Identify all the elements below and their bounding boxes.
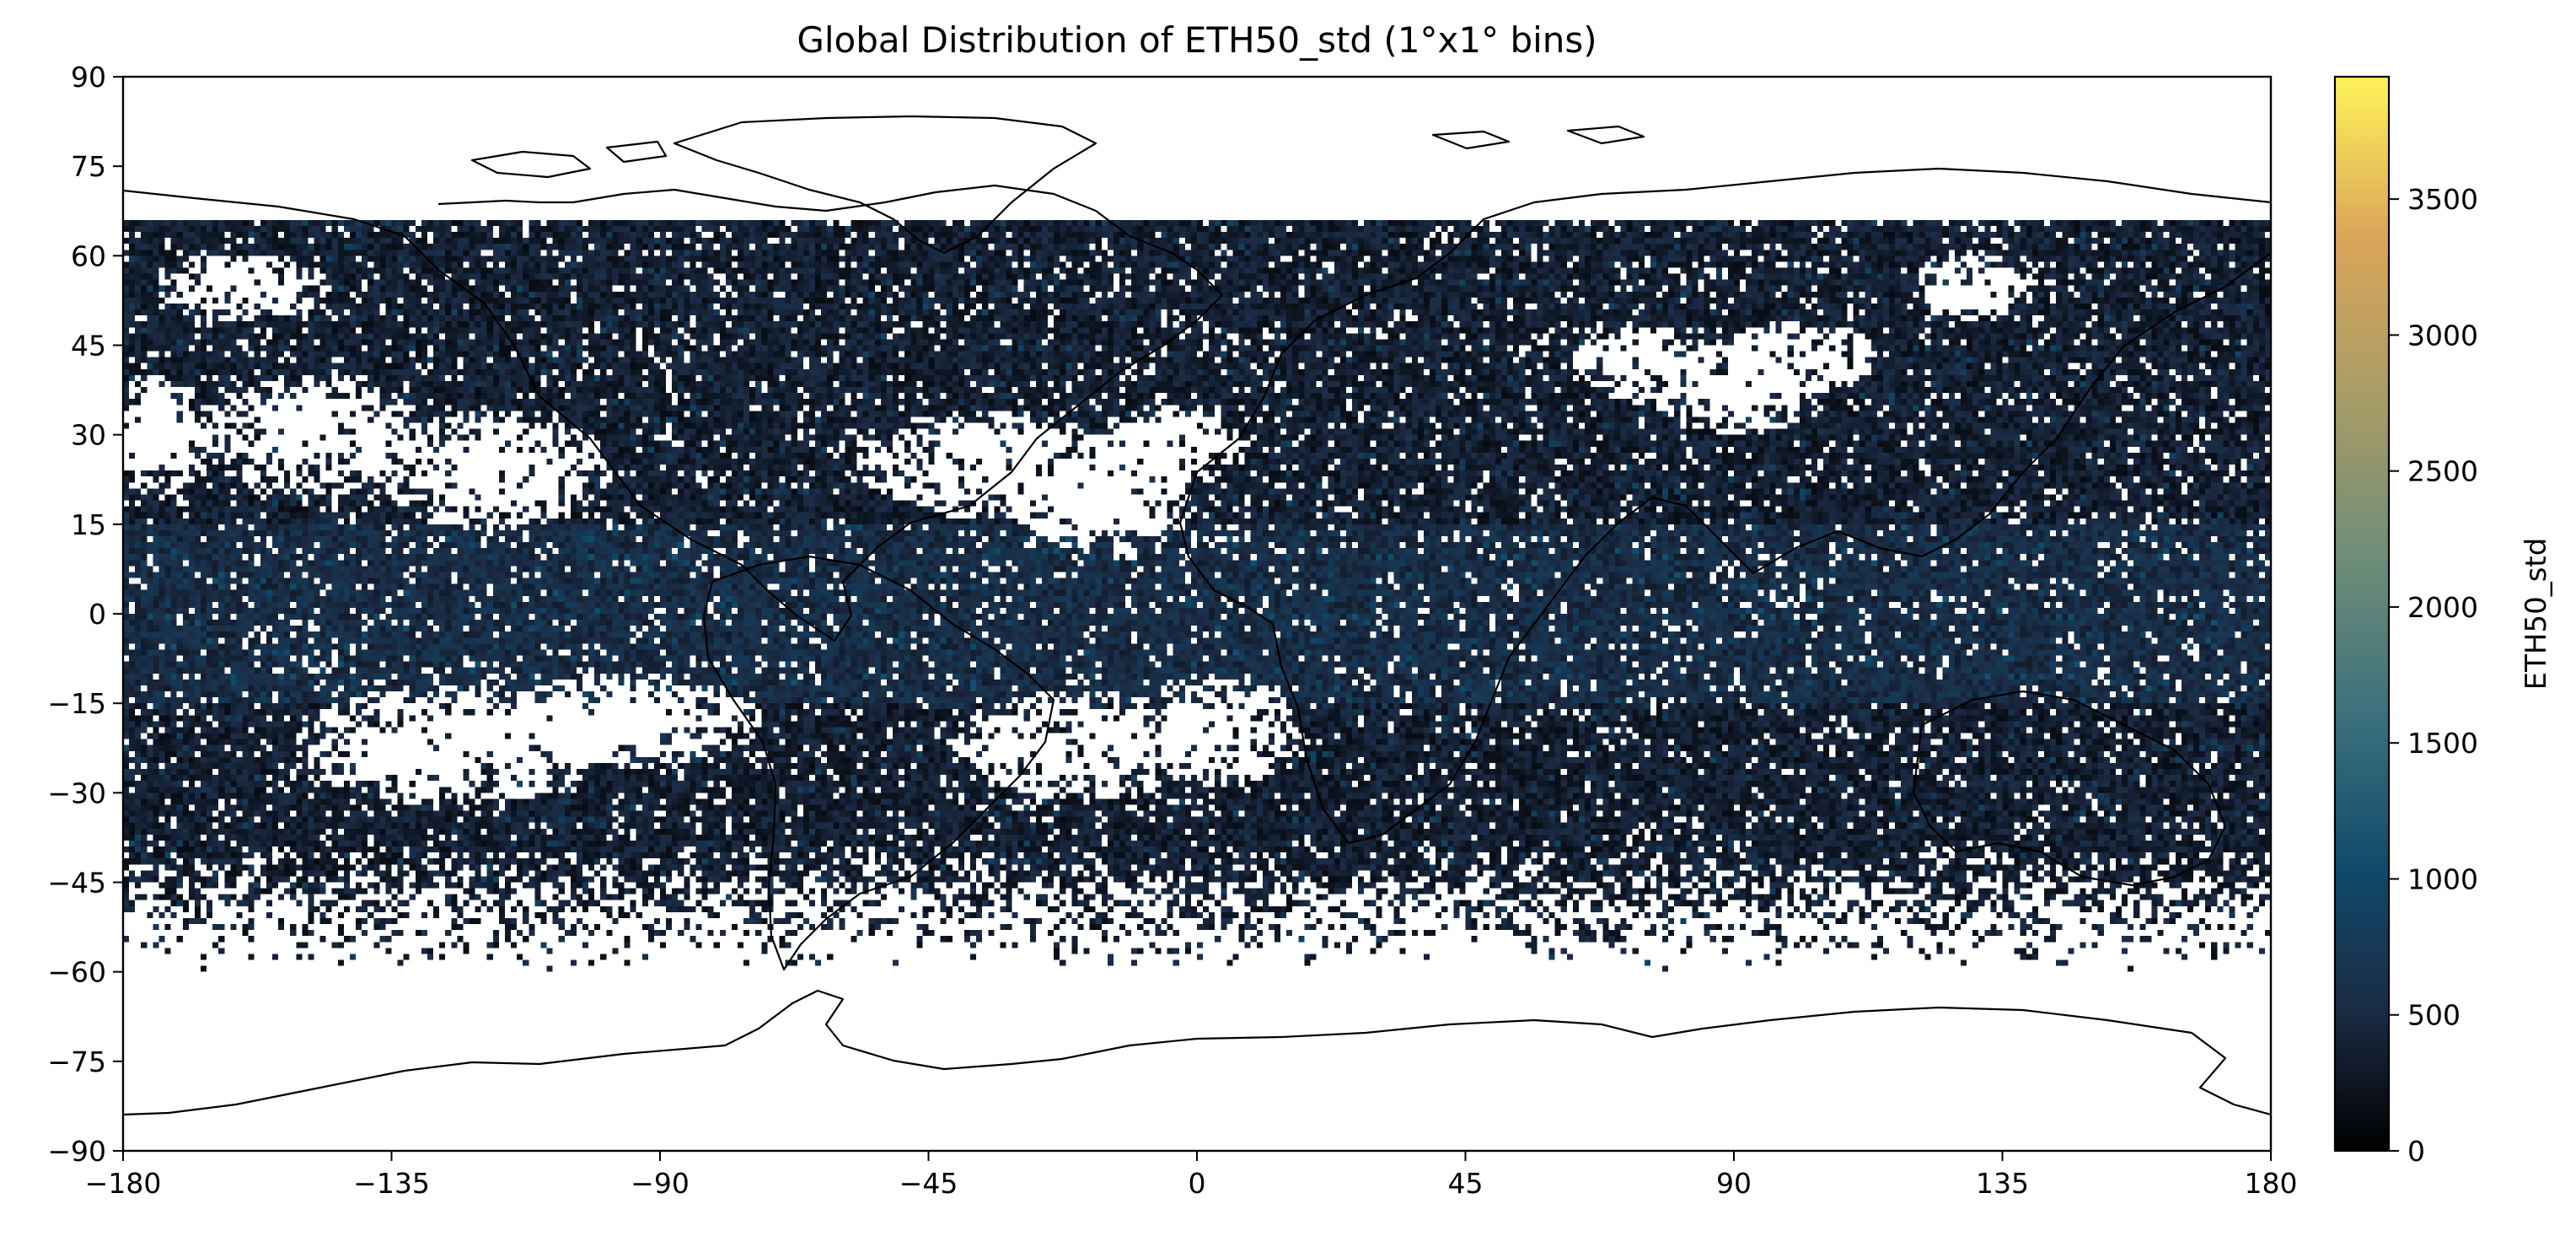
chart-title: Global Distribution of ETH50_std (1°x1° …	[797, 19, 1597, 61]
y-tick-label: −90	[47, 1135, 106, 1168]
colorbar-tick-label: 2500	[2407, 455, 2478, 488]
y-tick-label: 45	[71, 330, 106, 363]
x-tick-label: 0	[1189, 1167, 1206, 1200]
colorbar-tick-label: 500	[2407, 999, 2461, 1032]
y-tick-label: −75	[47, 1045, 106, 1078]
map-plot-area	[121, 75, 2273, 1153]
x-tick-label: −135	[353, 1167, 430, 1200]
colorbar-tick-label: 3000	[2407, 319, 2478, 352]
x-tick-label: −45	[899, 1167, 958, 1200]
x-tick-label: −90	[631, 1167, 690, 1200]
colorbar-tick-label: 2000	[2407, 591, 2478, 624]
x-tick-label: 90	[1716, 1167, 1752, 1200]
y-tick-label: −45	[47, 867, 106, 900]
coastline-antarctica	[123, 989, 2271, 1116]
x-tick-label: 180	[2245, 1167, 2298, 1200]
coastline-greenland	[673, 115, 1097, 255]
y-tick-label: −60	[47, 956, 106, 989]
colorbar-tick-label: 1500	[2407, 727, 2478, 760]
colorbar-tick-label: 1000	[2407, 863, 2478, 895]
y-tick-label: −30	[47, 777, 106, 809]
x-tick-label: 45	[1448, 1167, 1484, 1200]
colorbar: 0 500 1000 1500 2000 2500 3000 3500 ETH50_std	[2333, 75, 2553, 1168]
data-bins	[123, 77, 2271, 1151]
coastline-australia	[1912, 690, 2227, 887]
y-axis: 90 75 60 45 30 15 0 −15 −30 −45 −60 −75 −90	[47, 61, 123, 1168]
y-tick-label: −15	[47, 687, 106, 720]
x-axis: −180 −135 −90 −45 0 45 90 135 180	[85, 1151, 2298, 1200]
colorbar-tick-label: 3500	[2407, 183, 2478, 216]
coastline-north-america	[123, 184, 1224, 642]
coastline-africa-eurasia	[1178, 167, 2271, 845]
colorbar-ticks: 0 500 1000 1500 2000 2500 3000 3500	[2389, 183, 2478, 1168]
colorbar-gradient	[2335, 77, 2389, 1151]
y-tick-label: 75	[71, 150, 106, 183]
y-tick-label: 0	[89, 598, 106, 631]
y-tick-label: 60	[71, 239, 106, 272]
x-tick-label: 135	[1976, 1167, 2029, 1200]
y-tick-label: 90	[71, 61, 106, 94]
x-tick-label: −180	[85, 1167, 162, 1200]
coastline-arctic-islands	[470, 125, 1645, 179]
bin-raster	[123, 77, 2271, 1151]
y-tick-label: 15	[71, 508, 106, 541]
coastline-south-america	[702, 555, 1055, 971]
colorbar-tick-label: 0	[2407, 1135, 2425, 1168]
coastlines	[123, 115, 2271, 1116]
y-tick-label: 30	[71, 419, 106, 452]
colorbar-frame	[2333, 75, 2391, 1153]
colorbar-label: ETH50_std	[2520, 538, 2553, 691]
